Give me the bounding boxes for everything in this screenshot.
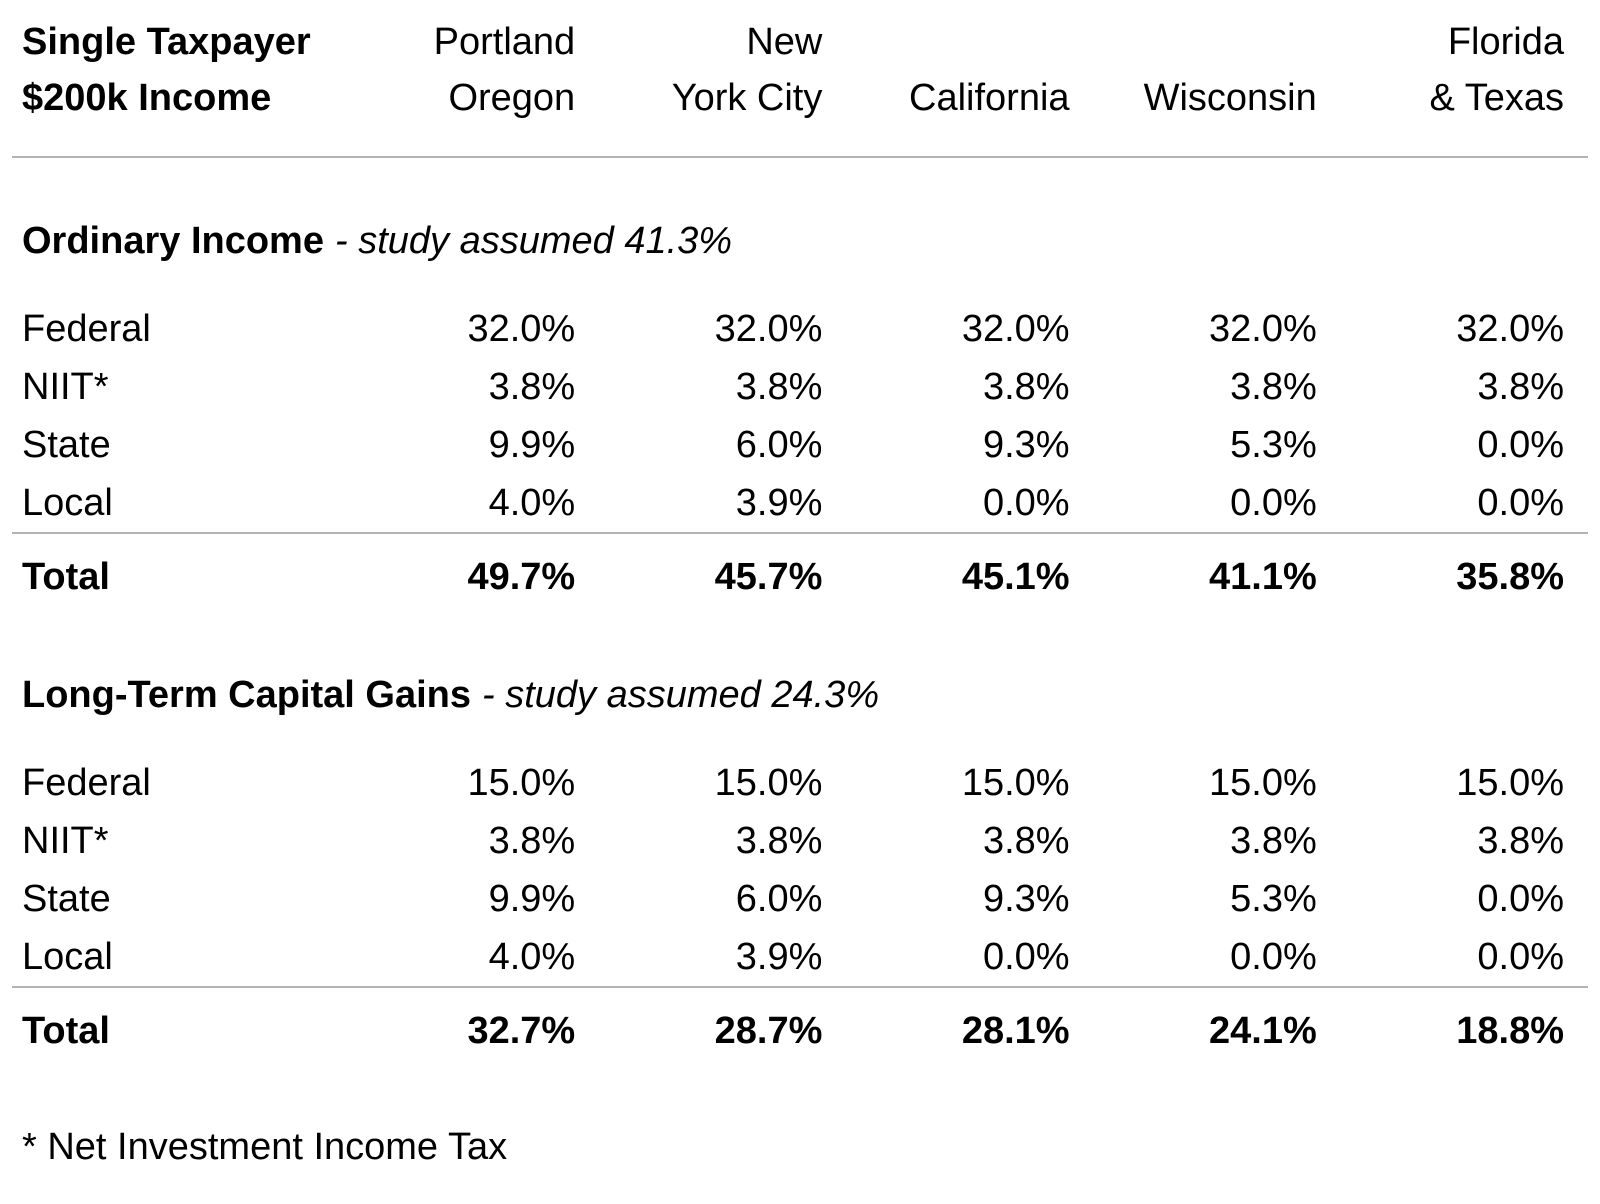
value-cell: 6.0% — [735, 878, 823, 920]
value-cell: 32.0% — [1209, 308, 1317, 350]
value-cell: 15.0% — [961, 762, 1070, 804]
total-value-cell: 41.1% — [1093, 532, 1341, 606]
table-row: State 9.9% 6.0% 9.3% 5.3% 0.0% — [12, 870, 1588, 928]
row-label-local: Local — [22, 482, 113, 524]
value-cell: 3.8% — [982, 820, 1070, 862]
value-cell: 0.0% — [1230, 936, 1317, 978]
value-cell: 0.0% — [1230, 482, 1317, 524]
value-cell: 3.8% — [1230, 366, 1317, 408]
value-cell: 15.0% — [1456, 762, 1564, 804]
value-cell: 0.0% — [1477, 936, 1564, 978]
row-label-niit: NIIT* — [22, 820, 109, 862]
table-row: NIIT* 3.8% 3.8% 3.8% 3.8% 3.8% — [12, 812, 1588, 870]
value-cell: 9.3% — [982, 878, 1070, 920]
value-cell: 4.0% — [488, 482, 576, 524]
value-cell: 3.8% — [488, 366, 576, 408]
value-cell: 3.8% — [1230, 820, 1317, 862]
value-cell: 0.0% — [982, 936, 1070, 978]
total-value-cell: 24.1% — [1093, 986, 1341, 1060]
section-subtitle: - study assumed 41.3% — [334, 220, 733, 262]
col-header-line1: New — [746, 21, 823, 63]
value-cell: 3.8% — [735, 366, 823, 408]
total-row-long-term-capital-gains: Total 32.7% 28.7% 28.1% 24.1% 18.8% — [12, 986, 1588, 1060]
total-value-cell: 32.7% — [352, 986, 600, 1060]
total-value-cell: 45.1% — [846, 532, 1094, 606]
col-header-line2: Oregon — [448, 77, 576, 119]
value-cell: 32.0% — [714, 308, 823, 350]
col-header-wisconsin: Wisconsin — [1093, 0, 1341, 158]
value-cell: 3.8% — [1477, 366, 1564, 408]
section-subtitle: - study assumed 24.3% — [482, 674, 880, 716]
value-cell: 3.8% — [735, 820, 823, 862]
col-header-california: California — [846, 0, 1094, 158]
table-row: Federal 32.0% 32.0% 32.0% 32.0% 32.0% — [12, 300, 1588, 358]
row-label-state: State — [22, 878, 111, 920]
section-header-long-term-capital-gains: Long-Term Capital Gains - study assumed 2… — [12, 606, 1588, 754]
table-row: State 9.9% 6.0% 9.3% 5.3% 0.0% — [12, 416, 1588, 474]
value-cell: 32.0% — [467, 308, 576, 350]
col-header-line1: Florida — [1447, 21, 1564, 63]
data-table: Single Taxpayer $200k Income Portland Or… — [12, 0, 1588, 1204]
footnote: * Net Investment Income Tax — [22, 1126, 508, 1168]
value-cell: 15.0% — [714, 762, 823, 804]
row-label-niit: NIIT* — [22, 366, 109, 408]
table-row: NIIT* 3.8% 3.8% 3.8% 3.8% 3.8% — [12, 358, 1588, 416]
value-cell: 3.9% — [735, 936, 823, 978]
col-header-portland-oregon: Portland Oregon — [352, 0, 600, 158]
column-header-row: Single Taxpayer $200k Income Portland Or… — [12, 0, 1588, 158]
value-cell: 3.9% — [735, 482, 823, 524]
col-header-line1: Portland — [433, 21, 576, 63]
value-cell: 0.0% — [1477, 424, 1564, 466]
value-cell: 9.9% — [488, 878, 576, 920]
value-cell: 3.8% — [982, 366, 1070, 408]
value-cell: 3.8% — [488, 820, 576, 862]
total-value-cell: 49.7% — [352, 532, 600, 606]
section-title: Ordinary Income — [22, 220, 324, 262]
total-value-cell: 45.7% — [599, 532, 847, 606]
col-header-new-york-city: New York City — [599, 0, 847, 158]
value-cell: 0.0% — [1477, 878, 1564, 920]
value-cell: 32.0% — [961, 308, 1070, 350]
row-label-local: Local — [22, 936, 113, 978]
table-row: Federal 15.0% 15.0% 15.0% 15.0% 15.0% — [12, 754, 1588, 812]
col-header-line2: Wisconsin — [1143, 77, 1317, 119]
value-cell: 3.8% — [1477, 820, 1564, 862]
row-label-state: State — [22, 424, 111, 466]
corner-title-line2: $200k Income — [22, 77, 272, 119]
footnote-row: * Net Investment Income Tax — [12, 1060, 1588, 1204]
total-value-cell: 28.7% — [599, 986, 847, 1060]
section-title: Long-Term Capital Gains — [22, 674, 472, 716]
value-cell: 9.3% — [982, 424, 1070, 466]
value-cell: 5.3% — [1230, 424, 1317, 466]
value-cell: 0.0% — [1477, 482, 1564, 524]
total-value-cell: 35.8% — [1340, 532, 1588, 606]
row-label-federal: Federal — [22, 762, 151, 804]
total-value-cell: 18.8% — [1340, 986, 1588, 1060]
total-row-ordinary-income: Total 49.7% 45.7% 45.1% 41.1% 35.8% — [12, 532, 1588, 606]
value-cell: 4.0% — [488, 936, 576, 978]
value-cell: 15.0% — [467, 762, 576, 804]
value-cell: 32.0% — [1456, 308, 1564, 350]
value-cell: 5.3% — [1230, 878, 1317, 920]
col-header-line2: & Texas — [1429, 77, 1564, 119]
table-row: Local 4.0% 3.9% 0.0% 0.0% 0.0% — [12, 928, 1588, 987]
col-header-florida-texas: Florida & Texas — [1340, 0, 1588, 158]
total-value-cell: 28.1% — [846, 986, 1094, 1060]
value-cell: 9.9% — [488, 424, 576, 466]
table-row: Local 4.0% 3.9% 0.0% 0.0% 0.0% — [12, 474, 1588, 533]
value-cell: 0.0% — [982, 482, 1070, 524]
section-header-ordinary-income: Ordinary Income - study assumed 41.3% — [12, 157, 1588, 300]
tax-comparison-table: Single Taxpayer $200k Income Portland Or… — [12, 0, 1588, 1204]
col-header-line2: California — [909, 77, 1070, 119]
value-cell: 6.0% — [735, 424, 823, 466]
table-corner-title: Single Taxpayer $200k Income — [12, 0, 352, 158]
row-label-total: Total — [12, 986, 352, 1060]
col-header-line2: York City — [671, 77, 823, 119]
corner-title-line1: Single Taxpayer — [22, 21, 311, 63]
row-label-federal: Federal — [22, 308, 151, 350]
value-cell: 15.0% — [1209, 762, 1317, 804]
row-label-total: Total — [12, 532, 352, 606]
